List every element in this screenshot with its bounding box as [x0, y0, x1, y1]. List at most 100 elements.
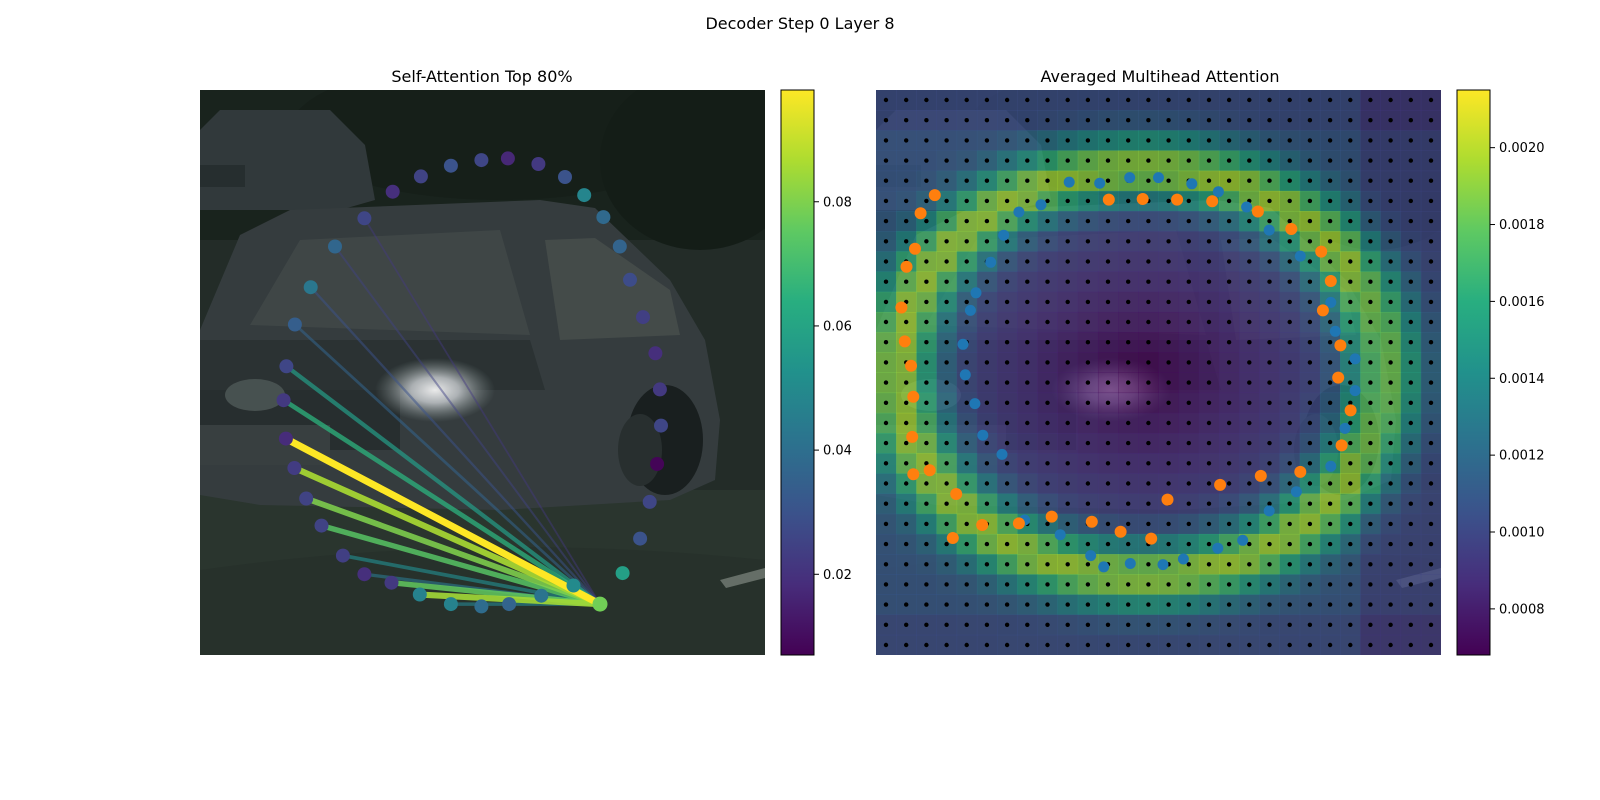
orange-point — [1251, 205, 1264, 218]
reference-point — [1065, 622, 1070, 627]
reference-point — [1186, 360, 1192, 365]
reference-point — [1307, 521, 1313, 527]
reference-point — [1004, 440, 1010, 446]
reference-point — [1287, 118, 1292, 123]
reference-point — [984, 178, 990, 183]
reference-point — [1226, 178, 1232, 183]
reference-point — [1045, 138, 1050, 143]
reference-point — [1348, 118, 1353, 123]
orange-point — [1335, 439, 1348, 452]
blue-point — [1325, 460, 1337, 472]
reference-point — [1327, 562, 1333, 567]
reference-point — [1004, 420, 1010, 426]
reference-point — [1307, 582, 1313, 587]
reference-point — [1085, 319, 1091, 325]
blue-point — [1237, 534, 1249, 546]
reference-point — [1025, 319, 1030, 325]
reference-point — [1085, 279, 1091, 284]
contour-point — [385, 184, 400, 199]
reference-point — [1025, 380, 1030, 385]
reference-point — [1327, 521, 1333, 527]
reference-point — [1146, 440, 1151, 446]
reference-point — [1105, 218, 1111, 224]
reference-point — [1186, 622, 1192, 627]
reference-point — [1428, 420, 1434, 426]
reference-point — [1085, 602, 1091, 607]
reference-point — [1287, 400, 1292, 405]
reference-point — [1247, 501, 1252, 506]
reference-point — [1327, 178, 1333, 183]
reference-point — [1408, 501, 1414, 506]
reference-point — [1226, 582, 1232, 587]
reference-point — [1004, 400, 1010, 405]
reference-point — [1004, 319, 1010, 325]
contour-point — [636, 310, 650, 325]
orange-point — [907, 468, 920, 481]
reference-point — [1085, 622, 1091, 627]
reference-point — [964, 582, 969, 587]
reference-point — [1408, 259, 1414, 264]
reference-point — [1428, 622, 1434, 627]
reference-point — [1105, 360, 1111, 365]
reference-point — [944, 319, 949, 325]
orange-point — [1102, 193, 1115, 206]
reference-point — [944, 380, 949, 385]
reference-point — [1045, 259, 1050, 264]
reference-point — [1348, 158, 1353, 163]
reference-point — [1166, 158, 1171, 163]
reference-point — [883, 239, 889, 244]
reference-point — [1307, 400, 1313, 405]
reference-point — [1166, 461, 1171, 466]
reference-point — [904, 622, 909, 627]
reference-point — [1186, 218, 1192, 224]
multihead-attention-panel: Averaged Multihead Attention — [876, 67, 1441, 655]
reference-point — [1287, 461, 1292, 466]
reference-point — [904, 400, 909, 405]
reference-point — [1146, 501, 1151, 506]
reference-point — [1206, 602, 1212, 607]
reference-point — [1166, 400, 1171, 405]
reference-point — [1287, 319, 1292, 325]
reference-point — [1126, 602, 1131, 607]
left-panel-title: Self-Attention Top 80% — [391, 67, 572, 86]
blue-point — [1263, 505, 1275, 517]
blue-point — [1124, 172, 1136, 184]
blue-point — [1349, 385, 1361, 397]
reference-point — [924, 218, 929, 224]
reference-point — [1388, 602, 1393, 607]
reference-point — [1045, 299, 1050, 305]
reference-point — [1267, 259, 1272, 264]
reference-point — [964, 602, 969, 607]
reference-point — [1085, 239, 1091, 244]
reference-point — [1428, 602, 1434, 607]
reference-point — [1368, 400, 1373, 405]
reference-point — [964, 158, 969, 163]
reference-point — [1428, 239, 1434, 244]
reference-point — [1004, 360, 1010, 365]
reference-point — [1388, 440, 1393, 446]
attention-line — [334, 245, 602, 606]
reference-point — [1025, 97, 1030, 103]
reference-point — [1166, 380, 1171, 385]
reference-point — [1126, 400, 1131, 405]
blue-point — [1294, 250, 1306, 262]
reference-point — [984, 239, 990, 244]
reference-point — [1025, 138, 1030, 143]
reference-point — [984, 602, 990, 607]
reference-point — [1126, 420, 1131, 426]
reference-point — [1105, 602, 1111, 607]
reference-point — [1247, 178, 1252, 183]
colorbar-tick-label: 0.0012 — [1499, 449, 1545, 464]
orange-point — [1315, 245, 1328, 258]
reference-point — [1065, 138, 1070, 143]
reference-point — [1126, 461, 1131, 466]
reference-point — [984, 218, 990, 224]
reference-point — [1408, 400, 1414, 405]
reference-point — [1166, 279, 1171, 284]
reference-point — [924, 501, 929, 506]
reference-point — [1105, 340, 1111, 345]
reference-point — [1428, 380, 1434, 385]
reference-point — [984, 360, 990, 365]
reference-point — [1186, 541, 1192, 547]
reference-point — [1146, 158, 1151, 163]
